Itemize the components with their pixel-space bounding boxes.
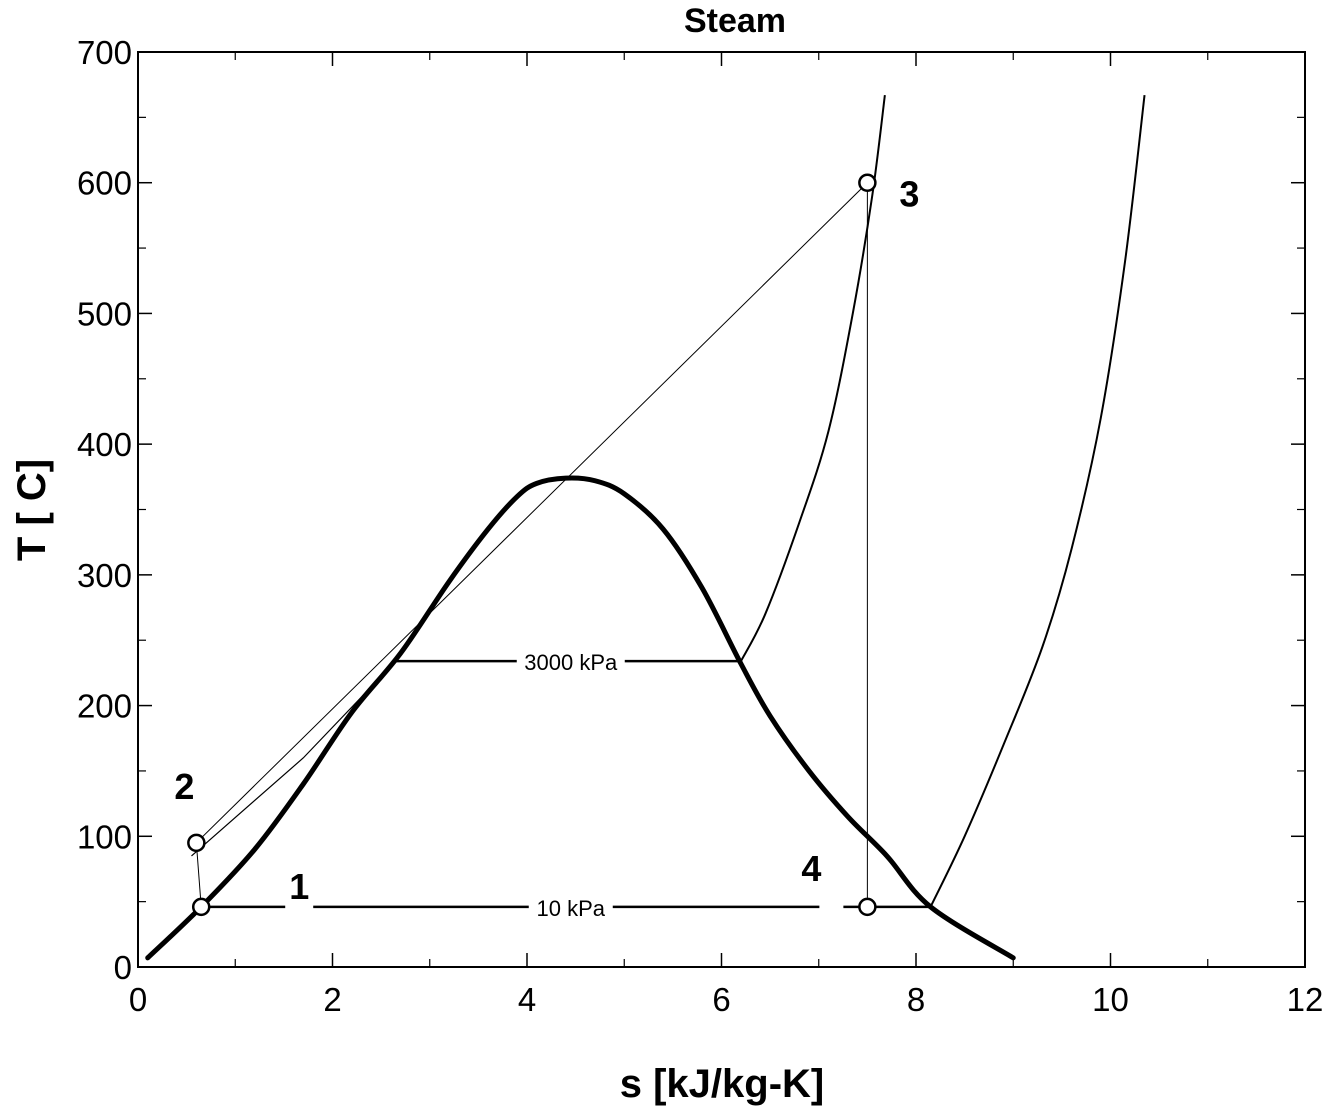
isobar-label: 10 kPa bbox=[537, 896, 606, 921]
y-tick-label: 100 bbox=[77, 818, 132, 855]
y-tick-label: 700 bbox=[77, 34, 132, 71]
x-tick-label: 12 bbox=[1287, 981, 1324, 1018]
saturation-dome-line bbox=[145, 475, 1016, 961]
state-point-label-bg bbox=[819, 896, 844, 915]
y-tick-label: 400 bbox=[77, 426, 132, 463]
state-point-label-bg bbox=[285, 876, 314, 917]
state-point-label: 1 bbox=[289, 866, 309, 907]
isobar-3000-superheat-line bbox=[740, 95, 886, 662]
x-tick-label: 6 bbox=[712, 981, 730, 1018]
x-tick-label: 10 bbox=[1092, 981, 1129, 1018]
y-tick-label: 500 bbox=[77, 295, 132, 332]
state-point-marker bbox=[858, 897, 877, 917]
y-tick-label: 0 bbox=[114, 949, 132, 986]
state-point-label: 4 bbox=[801, 848, 821, 889]
state-point-marker bbox=[858, 173, 877, 192]
y-axis-label: T [ C] bbox=[10, 459, 54, 561]
y-tick-label: 300 bbox=[77, 557, 132, 594]
state-point-label: 2 bbox=[174, 766, 194, 807]
cycle-path-line bbox=[195, 181, 868, 908]
x-tick-label: 0 bbox=[129, 981, 147, 1018]
state-point-marker bbox=[191, 897, 211, 917]
x-tick-label: 2 bbox=[323, 981, 341, 1018]
x-tick-label: 8 bbox=[907, 981, 925, 1018]
state-point-label: 3 bbox=[899, 174, 919, 215]
isobar-label: 3000 kPa bbox=[524, 650, 618, 675]
isobar-3000-liquid-line bbox=[191, 660, 397, 857]
plot-frame bbox=[137, 51, 1306, 968]
isobar-10-superheat-line bbox=[929, 95, 1146, 908]
isobar-label-bg bbox=[516, 649, 625, 676]
y-tick-label: 600 bbox=[77, 165, 132, 202]
x-tick-label: 4 bbox=[518, 981, 536, 1018]
x-axis-label: s [kJ/kg-K] bbox=[620, 1062, 825, 1106]
state-point-marker bbox=[187, 833, 206, 853]
y-tick-label: 200 bbox=[77, 688, 132, 725]
chart-title: Steam bbox=[684, 2, 786, 40]
isobar-label-bg bbox=[528, 894, 613, 921]
